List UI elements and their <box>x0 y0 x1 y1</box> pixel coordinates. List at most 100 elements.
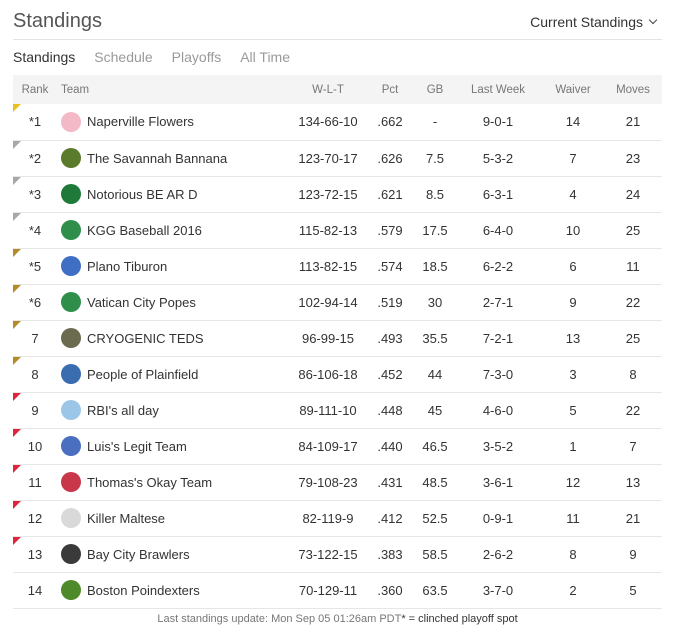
rank-tier-marker-icon <box>13 320 21 329</box>
waiver-cell: 12 <box>565 474 581 490</box>
column-header-wlt: W-L-T <box>312 83 344 96</box>
rank-tier-marker-icon <box>13 428 21 437</box>
table-header-row: Rank Team W-L-T Pct GB Last Week Waiver … <box>13 75 662 104</box>
table-row: *6 Vatican City Popes 102-94-14 .519 30 2-7-1… <box>13 284 662 320</box>
pct-cell: .493 <box>377 330 403 346</box>
rank-value: *1 <box>28 114 42 130</box>
standings-table: Rank Team W-L-T Pct GB Last Week Waiver … <box>13 75 662 609</box>
rank-value: 10 <box>27 438 43 454</box>
jersey-logo-icon[interactable] <box>61 400 81 420</box>
rank-value: *6 <box>28 294 42 310</box>
team-name[interactable]: The Savannah Bannana <box>87 150 228 166</box>
team-link[interactable]: Thomas's Okay Team <box>57 472 292 492</box>
tab-standings[interactable]: Standings <box>13 49 76 65</box>
last-week-cell: 2-7-1 <box>482 294 514 310</box>
jersey-logo-icon[interactable] <box>61 472 81 492</box>
last-update-text: Last standings update: Mon Sep 05 01:26a… <box>157 613 402 625</box>
rank-tier-marker-icon <box>13 284 21 293</box>
gator-logo-icon[interactable] <box>61 580 81 600</box>
team-link[interactable]: People of Plainfield <box>57 364 292 384</box>
pct-cell: .431 <box>377 474 403 490</box>
team-name[interactable]: Bay City Brawlers <box>87 546 190 562</box>
tab-playoffs[interactable]: Playoffs <box>171 49 222 65</box>
helmet-logo-icon[interactable] <box>61 256 81 276</box>
team-name[interactable]: Naperville Flowers <box>87 114 194 130</box>
team-link[interactable]: Bay City Brawlers <box>57 544 292 564</box>
team-cell: CRYOGENIC TEDS <box>57 320 292 356</box>
team-cell: Naperville Flowers <box>57 104 292 140</box>
clinched-marker: * <box>401 613 406 625</box>
team-link[interactable]: Vatican City Popes <box>57 292 292 312</box>
gb-cell: 45 <box>427 402 443 418</box>
jar-logo-icon[interactable] <box>61 328 81 348</box>
flowers-logo-icon[interactable] <box>61 111 81 132</box>
pct-cell: .579 <box>377 222 403 238</box>
team-name[interactable]: Notorious BE AR D <box>87 186 198 202</box>
last-week-cell: 3-5-2 <box>482 438 514 454</box>
team-name[interactable]: Luis's Legit Team <box>87 438 187 454</box>
moves-cell: 25 <box>625 330 641 346</box>
moves-cell: 22 <box>625 402 641 418</box>
team-link[interactable]: Notorious BE AR D <box>57 184 292 204</box>
rank-cell: *1 <box>13 104 57 140</box>
team-name[interactable]: RBI's all day <box>87 402 159 418</box>
chevron-down-icon <box>648 15 658 25</box>
moves-cell: 8 <box>629 366 637 382</box>
team-name[interactable]: KGG Baseball 2016 <box>87 222 202 238</box>
table-row: *1 Naperville Flowers 134-66-10 .662 - 9-0-1 1… <box>13 104 662 140</box>
team-name[interactable]: Thomas's Okay Team <box>87 474 213 490</box>
banana-logo-icon[interactable] <box>61 148 81 168</box>
current-standings-label: Current Standings <box>530 14 643 30</box>
cap-logo-icon[interactable] <box>61 220 81 240</box>
moves-cell: 24 <box>625 186 641 202</box>
table-row: 12 Killer Maltese 82-119-9 .412 52.5 0-9-1 11 2… <box>13 500 662 536</box>
tab-schedule[interactable]: Schedule <box>94 49 153 65</box>
last-week-cell: 6-2-2 <box>482 258 514 274</box>
gb-cell: 8.5 <box>425 186 445 202</box>
team-link[interactable]: Naperville Flowers <box>57 111 292 132</box>
table-row: 8 People of Plainfield 86-106-18 .452 44 7-3-… <box>13 356 662 392</box>
dog-logo-icon[interactable] <box>61 508 81 528</box>
table-row: *4 KGG Baseball 2016 115-82-13 .579 17.5 6-4-… <box>13 212 662 248</box>
team-name[interactable]: Vatican City Popes <box>87 294 196 310</box>
rank-value: 9 <box>31 402 39 418</box>
team-name[interactable]: CRYOGENIC TEDS <box>87 330 204 346</box>
pct-cell: .626 <box>377 150 403 166</box>
cap-logo-icon[interactable] <box>61 292 81 312</box>
last-week-cell: 0-9-1 <box>482 510 514 526</box>
cap-logo-icon[interactable] <box>61 364 81 384</box>
mustache-logo-icon[interactable] <box>61 184 81 204</box>
rank-cell: *4 <box>13 212 57 248</box>
team-link[interactable]: Luis's Legit Team <box>57 436 292 456</box>
standings-tabs: Standings Schedule Playoffs All Time <box>13 49 309 69</box>
waiver-cell: 3 <box>569 366 577 382</box>
rank-cell: 12 <box>13 500 57 536</box>
team-name[interactable]: People of Plainfield <box>87 366 199 382</box>
team-name[interactable]: Plano Tiburon <box>87 258 168 274</box>
team-link[interactable]: The Savannah Bannana <box>57 148 292 168</box>
current-standings-dropdown[interactable]: Current Standings <box>530 14 658 30</box>
team-link[interactable]: Plano Tiburon <box>57 256 292 276</box>
moves-cell: 21 <box>625 114 641 130</box>
table-row: 13 Bay City Brawlers 73-122-15 .383 58.5 2-6-… <box>13 536 662 572</box>
team-link[interactable]: CRYOGENIC TEDS <box>57 328 292 348</box>
tab-all-time[interactable]: All Time <box>240 49 291 65</box>
team-cell: KGG Baseball 2016 <box>57 212 292 248</box>
brawler-logo-icon[interactable] <box>61 544 81 564</box>
last-week-cell: 5-3-2 <box>482 150 514 166</box>
team-link[interactable]: RBI's all day <box>57 400 292 420</box>
team-name[interactable]: Killer Maltese <box>87 510 166 526</box>
rank-value: *3 <box>28 186 42 202</box>
team-link[interactable]: KGG Baseball 2016 <box>57 220 292 240</box>
table-row: *5 Plano Tiburon 113-82-15 .574 18.5 6-2-2 6 11 <box>13 248 662 284</box>
clinched-legend: = clinched playoff spot <box>405 613 518 625</box>
last-week-cell: 2-6-2 <box>482 546 514 562</box>
pct-cell: .621 <box>377 186 403 202</box>
column-header-team: Team <box>61 83 90 96</box>
team-link[interactable]: Killer Maltese <box>57 508 292 528</box>
gb-cell: 44 <box>427 366 443 382</box>
rank-value: 13 <box>27 546 43 562</box>
team-link[interactable]: Boston Poindexters <box>57 580 292 600</box>
jersey-logo-icon[interactable] <box>61 436 81 456</box>
team-name[interactable]: Boston Poindexters <box>87 582 200 598</box>
